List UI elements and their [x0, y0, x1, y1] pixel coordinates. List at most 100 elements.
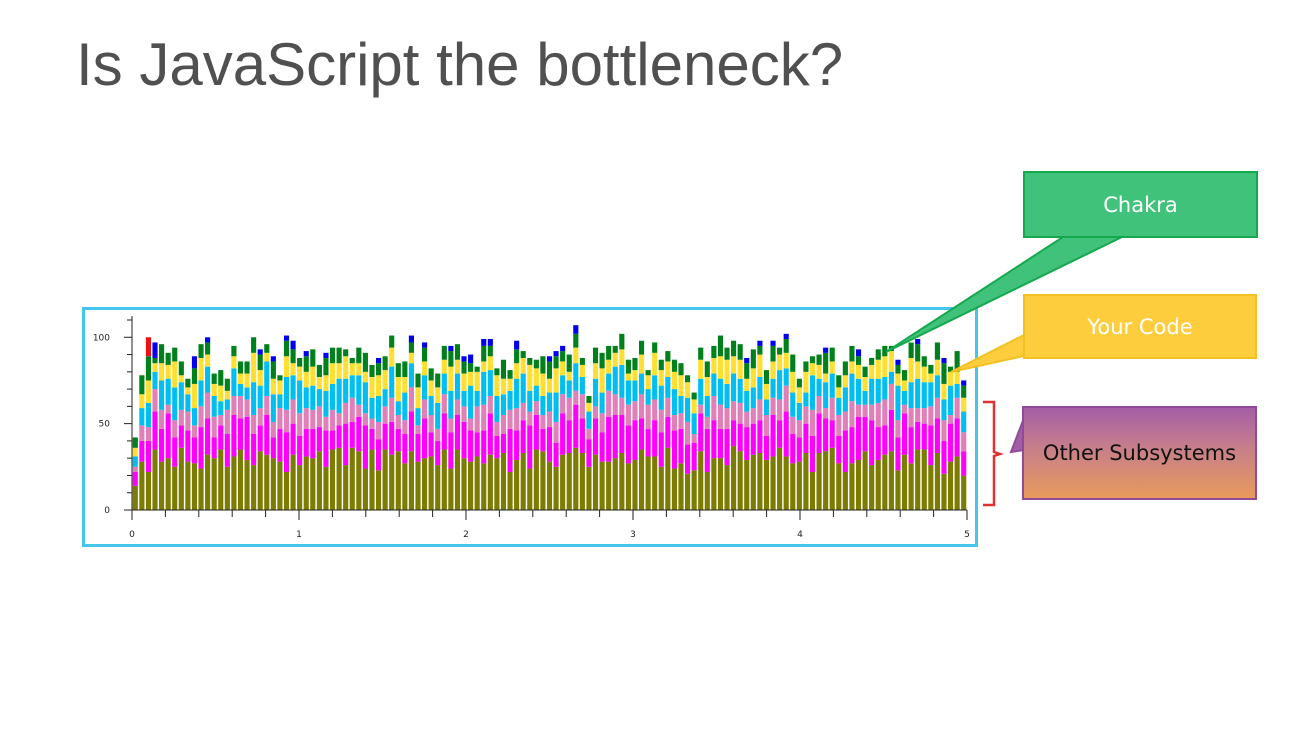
bar-segment: [737, 344, 743, 360]
bar-segment: [796, 461, 802, 510]
bar-segment: [566, 420, 572, 453]
bar-segment: [362, 382, 368, 414]
bar-segment: [632, 370, 638, 381]
bar-segment: [915, 408, 921, 422]
bar-segment: [231, 356, 237, 369]
bar-segment: [816, 378, 822, 396]
bar-segment: [303, 408, 309, 429]
bar-segment: [257, 425, 263, 452]
bar-segment: [448, 390, 454, 419]
bar-segment: [961, 385, 967, 398]
bar-segment: [349, 363, 355, 376]
bar-segment: [731, 420, 737, 447]
bar-segment: [303, 356, 309, 372]
bar-segment: [645, 370, 651, 376]
bar-segment: [869, 420, 875, 466]
bar-segment: [244, 459, 250, 510]
bar-segment: [172, 420, 178, 438]
bar-segment: [494, 375, 500, 396]
bar-segment: [619, 415, 625, 453]
bar-segment: [132, 485, 138, 510]
bar-segment: [362, 425, 368, 469]
bar-segment: [829, 347, 835, 362]
bar-segment: [389, 397, 395, 422]
bar-segment: [369, 449, 375, 510]
bar-segment: [533, 359, 539, 369]
bar-segment: [783, 385, 789, 412]
bar-segment: [297, 358, 303, 367]
bar-segment: [507, 472, 513, 510]
bar-segment: [638, 354, 645, 374]
bar-segment: [218, 449, 224, 510]
bar-segment: [178, 361, 184, 376]
bar-segment: [540, 373, 546, 396]
bar-segment: [290, 375, 296, 400]
bar-segment: [428, 432, 434, 457]
bar-segment: [487, 339, 493, 346]
bar-segment: [336, 413, 342, 426]
bar-segment: [336, 363, 342, 379]
bar-segment: [224, 466, 230, 510]
bar-segment: [560, 345, 566, 352]
bar-segment: [855, 416, 862, 460]
bar-segment: [159, 380, 165, 410]
bar-segment: [823, 382, 829, 409]
bar-segment: [264, 415, 270, 455]
bar-segment: [139, 375, 145, 395]
bar-segment: [369, 418, 375, 429]
bar-segment: [251, 382, 257, 415]
bar-segment: [836, 463, 842, 510]
bar-segment: [290, 340, 296, 350]
bar-segment: [691, 392, 697, 400]
bar-segment: [323, 390, 329, 417]
bar-segment: [395, 401, 401, 415]
bar-segment: [290, 454, 296, 510]
bar-segment: [717, 356, 724, 379]
bar-segment: [579, 358, 585, 365]
bar-segment: [803, 406, 809, 424]
bar-segment: [777, 447, 783, 510]
bar-segment: [323, 466, 329, 510]
bar-segment: [744, 363, 750, 379]
bar-segment: [441, 413, 447, 450]
bar-segment: [264, 396, 270, 415]
bar-segment: [343, 356, 349, 379]
bar-segment: [711, 458, 717, 510]
bar-segment: [152, 449, 158, 510]
bar-segment: [678, 428, 684, 464]
bar-segment: [796, 420, 802, 438]
bar-segment: [546, 411, 553, 428]
bar-segment: [185, 387, 191, 395]
bar-segment: [349, 447, 355, 510]
bar-segment: [198, 406, 204, 428]
bar-segment: [178, 375, 184, 383]
bar-segment: [237, 383, 244, 396]
bar-segment: [165, 364, 171, 379]
bar-segment: [362, 371, 368, 383]
bar-segment: [481, 430, 487, 464]
bar-segment: [198, 468, 204, 510]
bar-segment: [257, 349, 263, 355]
bar-segment: [632, 380, 638, 402]
bar-segment: [191, 383, 198, 409]
bar-segment: [448, 351, 454, 367]
bar-segment: [349, 421, 355, 448]
bar-segment: [527, 364, 533, 391]
bar-segment: [612, 345, 618, 353]
bar-segment: [290, 423, 296, 455]
bar-segment: [448, 468, 454, 510]
bar-segment: [198, 358, 204, 381]
bar-segment: [540, 451, 546, 510]
bar-segment: [823, 451, 829, 510]
bar-segment: [665, 377, 671, 398]
bar-segment: [606, 461, 612, 510]
bar-segment: [823, 347, 829, 353]
bar-segment: [875, 402, 881, 428]
callout-other-subsystems: Other Subsystems: [1022, 406, 1257, 500]
chart-frame: 0 50 100 0 1 2 3 4 5: [82, 307, 978, 547]
bar-segment: [592, 406, 599, 419]
bar-segment: [724, 359, 730, 384]
bar-segment: [454, 359, 461, 374]
bar-segment: [895, 364, 901, 374]
bar-segment: [671, 389, 677, 415]
